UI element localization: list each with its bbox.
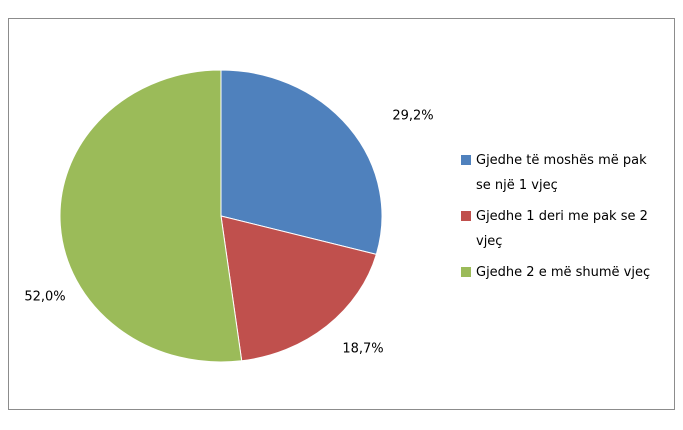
pie-slice (59, 69, 243, 363)
legend-label: Gjedhe 1 deri me pak se 2 vjeç (476, 209, 648, 249)
pie-slice (220, 69, 383, 255)
legend-item: Gjedhe 2 e më shumë vjeç (458, 260, 663, 285)
legend-swatch (461, 155, 471, 165)
legend-swatch (461, 211, 471, 221)
pie-slice (220, 215, 377, 362)
legend: Gjedhe të moshës më pak se një 1 vjeç Gje… (458, 148, 663, 291)
legend-label: Gjedhe të moshës më pak se një 1 vjeç (476, 153, 647, 193)
data-label: 52,0% (24, 290, 65, 305)
chart-frame (8, 18, 675, 410)
legend-swatch (461, 267, 471, 277)
data-label: 29,2% (392, 109, 433, 124)
legend-item: Gjedhe të moshës më pak se një 1 vjeç (458, 148, 663, 198)
legend-item: Gjedhe 1 deri me pak se 2 vjeç (458, 204, 663, 254)
data-label: 18,7% (342, 342, 383, 357)
legend-label: Gjedhe 2 e më shumë vjeç (476, 265, 651, 280)
